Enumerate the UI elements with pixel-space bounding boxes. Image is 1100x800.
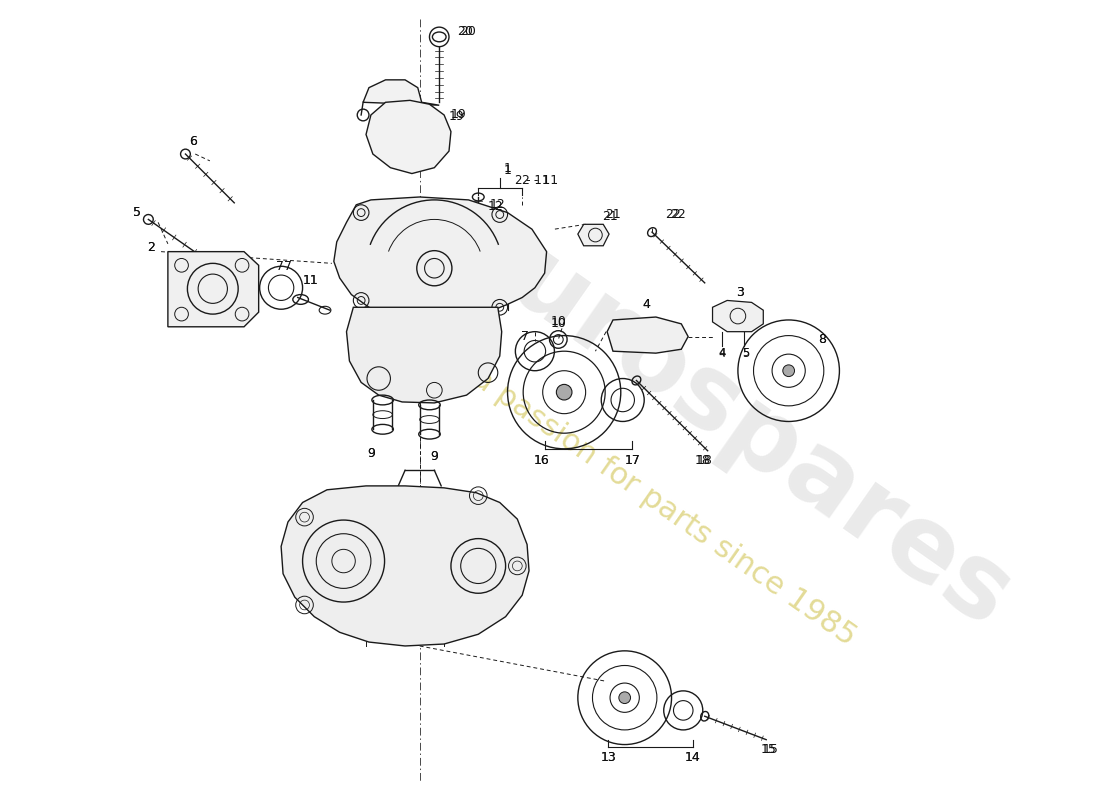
Text: 13: 13 — [601, 750, 616, 764]
Polygon shape — [168, 252, 258, 326]
Text: 7: 7 — [284, 260, 292, 273]
Circle shape — [783, 365, 794, 377]
Polygon shape — [346, 307, 502, 403]
Text: 2 - 11: 2 - 11 — [522, 174, 559, 187]
Text: 6: 6 — [189, 135, 197, 148]
Text: 3: 3 — [736, 286, 744, 299]
Polygon shape — [366, 100, 451, 174]
Text: 9: 9 — [367, 447, 375, 460]
Circle shape — [557, 384, 572, 400]
Text: 17: 17 — [625, 454, 640, 467]
Text: 1: 1 — [504, 164, 512, 177]
Text: 17: 17 — [625, 454, 640, 467]
Circle shape — [619, 692, 630, 703]
Polygon shape — [282, 486, 529, 646]
Text: a passion for parts since 1985: a passion for parts since 1985 — [466, 363, 861, 651]
Text: 5: 5 — [742, 348, 749, 358]
Text: 11: 11 — [302, 274, 318, 287]
Text: 21: 21 — [602, 210, 618, 223]
Text: 3: 3 — [736, 286, 744, 299]
Text: 20: 20 — [461, 25, 476, 38]
Text: 4: 4 — [718, 346, 726, 360]
Text: 9: 9 — [430, 450, 438, 463]
Text: 13: 13 — [601, 750, 616, 764]
Text: 7: 7 — [521, 330, 529, 343]
Text: 12: 12 — [490, 198, 506, 211]
Text: 9: 9 — [367, 447, 375, 460]
Text: 18: 18 — [696, 454, 713, 467]
Text: 5: 5 — [742, 346, 749, 360]
Polygon shape — [607, 317, 689, 353]
Text: 22: 22 — [671, 208, 686, 221]
Text: 8: 8 — [818, 333, 826, 346]
Text: 14: 14 — [685, 750, 701, 764]
Text: 21: 21 — [605, 208, 620, 221]
Text: 11: 11 — [302, 274, 318, 287]
Text: 5: 5 — [133, 206, 141, 219]
Text: 20: 20 — [456, 25, 473, 38]
Polygon shape — [363, 80, 439, 106]
Text: 2: 2 — [147, 242, 155, 254]
Text: eurospares: eurospares — [433, 190, 1031, 650]
Text: 4: 4 — [642, 298, 650, 311]
Text: 10: 10 — [550, 318, 566, 330]
Text: 8: 8 — [818, 333, 826, 346]
Text: 4: 4 — [718, 348, 726, 358]
Polygon shape — [578, 224, 609, 246]
Text: 19: 19 — [449, 110, 464, 123]
Polygon shape — [333, 197, 547, 324]
Text: 2: 2 — [147, 242, 155, 254]
Text: 5: 5 — [133, 206, 141, 219]
Text: 22: 22 — [666, 208, 681, 221]
Text: 1: 1 — [504, 162, 512, 175]
Text: 15: 15 — [760, 743, 777, 756]
Text: 6: 6 — [189, 135, 197, 148]
Text: 15: 15 — [763, 743, 779, 756]
Text: 16: 16 — [534, 454, 550, 467]
Text: 16: 16 — [534, 454, 550, 467]
Text: 18: 18 — [695, 454, 711, 467]
Text: 10: 10 — [550, 315, 566, 329]
Text: 2 - 11: 2 - 11 — [515, 174, 549, 187]
Polygon shape — [713, 301, 763, 332]
Text: 9: 9 — [430, 450, 438, 463]
Text: 7: 7 — [276, 260, 284, 273]
Text: 19: 19 — [451, 109, 466, 122]
Text: 12: 12 — [488, 200, 504, 214]
Text: 4: 4 — [642, 298, 650, 311]
Text: 14: 14 — [685, 750, 701, 764]
